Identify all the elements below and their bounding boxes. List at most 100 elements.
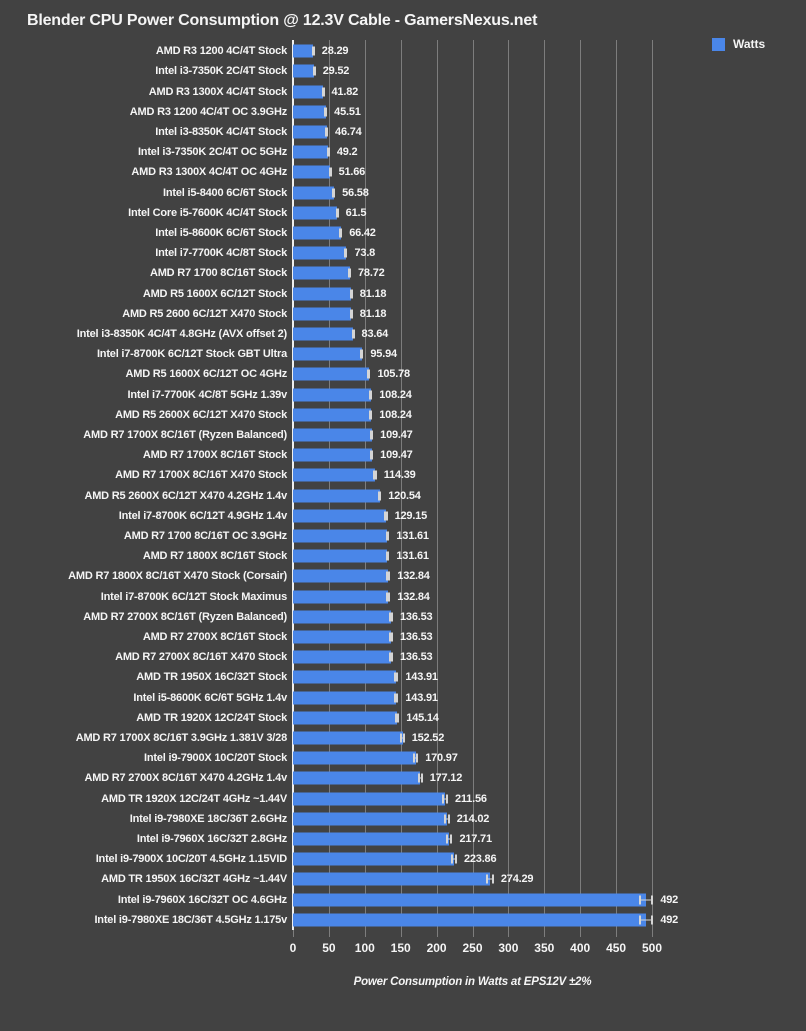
bar-zone: 56.58 bbox=[293, 182, 806, 202]
bar bbox=[293, 206, 338, 220]
bar-zone: 66.42 bbox=[293, 223, 806, 243]
x-axis-tick-label: 200 bbox=[426, 941, 447, 955]
value-label: 131.61 bbox=[396, 550, 429, 563]
x-axis-title: Power Consumption in Watts at EPS12V ±2% bbox=[353, 976, 592, 988]
error-bar-mid bbox=[394, 697, 399, 699]
error-bar-cap-r bbox=[340, 228, 343, 238]
bar-row: Intel i9-7980XE 18C/36T 2.6GHz 214.02 bbox=[0, 809, 806, 829]
value-label: 177.12 bbox=[429, 772, 463, 785]
category-label: Intel i9-7980XE 18C/36T 2.6GHz bbox=[129, 812, 287, 825]
value-label: 49.2 bbox=[336, 146, 358, 159]
error-bar bbox=[349, 289, 353, 299]
bar-zone: 129.15 bbox=[293, 506, 806, 526]
value-label: 214.02 bbox=[456, 812, 490, 825]
bar-row: AMD R7 2700X 8C/16T X470 Stock 136.53 bbox=[0, 647, 806, 667]
error-bar-mid bbox=[400, 737, 405, 739]
error-bar-cap-r bbox=[445, 794, 448, 804]
category-label: AMD R5 1600X 6C/12T OC 4GHz bbox=[125, 368, 288, 381]
bar bbox=[293, 569, 389, 583]
error-bar-cap-r bbox=[651, 915, 654, 925]
bar-zone: 29.52 bbox=[293, 61, 806, 81]
bar bbox=[293, 872, 490, 886]
error-bar-cap-r bbox=[416, 753, 419, 763]
error-bar bbox=[321, 87, 325, 96]
error-bar bbox=[446, 834, 453, 844]
bar-zone: 109.47 bbox=[293, 425, 806, 445]
bar-zone: 136.53 bbox=[293, 647, 806, 667]
error-bar bbox=[348, 268, 352, 278]
legend-swatch-watts bbox=[712, 37, 725, 51]
error-bar bbox=[377, 491, 382, 501]
bar bbox=[293, 468, 376, 482]
bar bbox=[293, 751, 416, 765]
value-label: 109.47 bbox=[380, 449, 413, 462]
x-axis-tick bbox=[544, 930, 546, 937]
error-bar bbox=[385, 551, 390, 561]
error-bar-cap-r bbox=[371, 450, 374, 460]
error-bar-mid bbox=[441, 798, 448, 800]
value-label: 211.56 bbox=[454, 792, 487, 805]
error-bar bbox=[386, 571, 391, 581]
category-label: AMD R7 1700X 8C/16T (Ryzen Balanced) bbox=[83, 428, 287, 441]
category-label: Intel i9-7980XE 18C/36T 4.5GHz 1.175v bbox=[94, 913, 287, 926]
bar-zone: 81.18 bbox=[293, 283, 806, 303]
error-bar-mid bbox=[443, 818, 450, 820]
error-bar-cap-r bbox=[420, 773, 423, 783]
bar-row: Intel i7-8700K 6C/12T Stock GBT Ultra 95.… bbox=[0, 344, 806, 364]
bar-row: Intel i5-8600K 6C/6T Stock 66.42 bbox=[0, 223, 806, 243]
bar-row: Intel i7-8700K 6C/12T 4.9GHz 1.4v 129.15 bbox=[0, 506, 806, 526]
bar bbox=[293, 367, 369, 381]
bar bbox=[293, 529, 388, 543]
bar-row: AMD R5 2600 6C/12T X470 Stock 81.18 bbox=[0, 304, 806, 324]
gridline-50 bbox=[328, 40, 330, 930]
value-label: 56.58 bbox=[342, 186, 369, 199]
error-bar bbox=[450, 854, 457, 864]
value-label: 132.84 bbox=[397, 590, 430, 603]
x-axis-tick bbox=[436, 930, 438, 937]
error-bar bbox=[360, 349, 364, 359]
bar-row: AMD R3 1300X 4C/4T Stock 41.82 bbox=[0, 81, 806, 101]
value-label: 81.18 bbox=[359, 307, 387, 320]
error-bar bbox=[394, 693, 399, 703]
value-label: 120.54 bbox=[388, 489, 421, 502]
bar bbox=[293, 388, 371, 402]
x-axis-tick-label: 150 bbox=[390, 941, 411, 955]
category-label: AMD R7 1700 8C/16T OC 3.9GHz bbox=[123, 529, 287, 542]
category-label: AMD R7 1800X 8C/16T Stock bbox=[142, 550, 287, 563]
value-label: 45.51 bbox=[334, 105, 361, 118]
bar bbox=[293, 448, 372, 462]
value-label: 136.53 bbox=[399, 630, 433, 643]
plot-area bbox=[0, 40, 806, 930]
category-label: AMD R3 1300X 4C/4T Stock bbox=[148, 85, 287, 98]
category-label: AMD R7 2700X 8C/16T (Ryzen Balanced) bbox=[83, 610, 287, 623]
value-label: 66.42 bbox=[349, 226, 376, 239]
value-label: 217.71 bbox=[459, 833, 492, 846]
value-label: 145.14 bbox=[406, 711, 439, 724]
bar-row: AMD R3 1200 4C/4T Stock 28.29 bbox=[0, 41, 806, 61]
bar bbox=[293, 711, 398, 725]
error-bar bbox=[332, 188, 336, 198]
error-bar-cap-r bbox=[385, 511, 388, 521]
bar-zone: 73.8 bbox=[293, 243, 806, 263]
gridline-100 bbox=[364, 40, 366, 930]
bar-zone: 108.24 bbox=[293, 405, 806, 425]
category-label: AMD R5 2600X 6C/12T X470 Stock bbox=[115, 408, 287, 421]
category-label: AMD R7 1700X 8C/16T 3.9GHz 1.381V 3/28 bbox=[75, 732, 287, 744]
category-label: Intel i7-8700K 6C/12T 4.9GHz 1.4v bbox=[118, 509, 287, 522]
bar-zone: 120.54 bbox=[293, 485, 806, 505]
category-label: Intel Core i5-7600K 4C/4T Stock bbox=[128, 206, 287, 219]
error-bar bbox=[370, 430, 374, 440]
x-axis-tick-label: 400 bbox=[570, 941, 591, 955]
error-bar-cap-r bbox=[368, 369, 371, 379]
bar bbox=[293, 347, 362, 361]
bar-row: Intel i9-7900X 10C/20T Stock 170.97 bbox=[0, 748, 806, 768]
error-bar-cap-r bbox=[361, 349, 364, 359]
gridline-150 bbox=[400, 40, 402, 930]
gridline-450 bbox=[616, 40, 618, 930]
error-bar-cap-r bbox=[387, 551, 390, 561]
bar-zone: 274.29 bbox=[293, 869, 806, 889]
bar-zone: 211.56 bbox=[293, 789, 806, 809]
bar bbox=[293, 64, 315, 78]
bar-row: Intel i5-8400 6C/6T Stock 56.58 bbox=[0, 182, 806, 202]
bar-zone: 152.52 bbox=[293, 728, 806, 748]
